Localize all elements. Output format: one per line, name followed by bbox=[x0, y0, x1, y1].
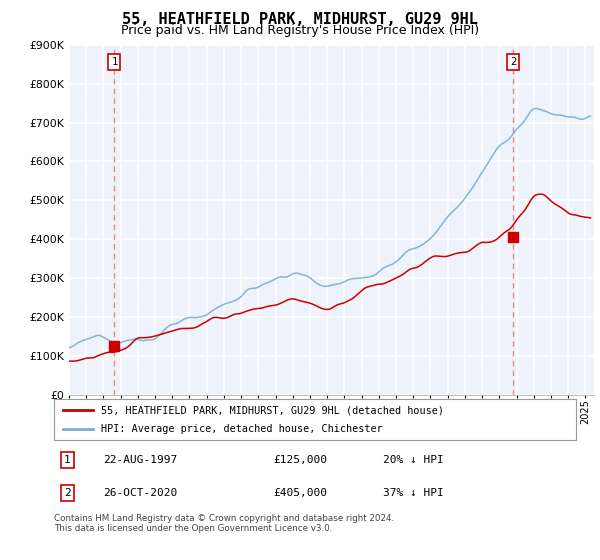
Text: 1: 1 bbox=[112, 57, 118, 67]
Text: Contains HM Land Registry data © Crown copyright and database right 2024.
This d: Contains HM Land Registry data © Crown c… bbox=[54, 514, 394, 534]
Text: 2: 2 bbox=[64, 488, 70, 498]
Text: HPI: Average price, detached house, Chichester: HPI: Average price, detached house, Chic… bbox=[101, 424, 383, 433]
Text: 20% ↓ HPI: 20% ↓ HPI bbox=[383, 455, 443, 465]
Text: 55, HEATHFIELD PARK, MIDHURST, GU29 9HL: 55, HEATHFIELD PARK, MIDHURST, GU29 9HL bbox=[122, 12, 478, 27]
Text: 22-AUG-1997: 22-AUG-1997 bbox=[104, 455, 178, 465]
Text: 37% ↓ HPI: 37% ↓ HPI bbox=[383, 488, 443, 498]
Text: 26-OCT-2020: 26-OCT-2020 bbox=[104, 488, 178, 498]
Text: 2: 2 bbox=[511, 57, 517, 67]
Text: £405,000: £405,000 bbox=[273, 488, 327, 498]
Text: 1: 1 bbox=[64, 455, 70, 465]
Text: £125,000: £125,000 bbox=[273, 455, 327, 465]
Text: Price paid vs. HM Land Registry's House Price Index (HPI): Price paid vs. HM Land Registry's House … bbox=[121, 24, 479, 37]
Text: 55, HEATHFIELD PARK, MIDHURST, GU29 9HL (detached house): 55, HEATHFIELD PARK, MIDHURST, GU29 9HL … bbox=[101, 405, 444, 415]
